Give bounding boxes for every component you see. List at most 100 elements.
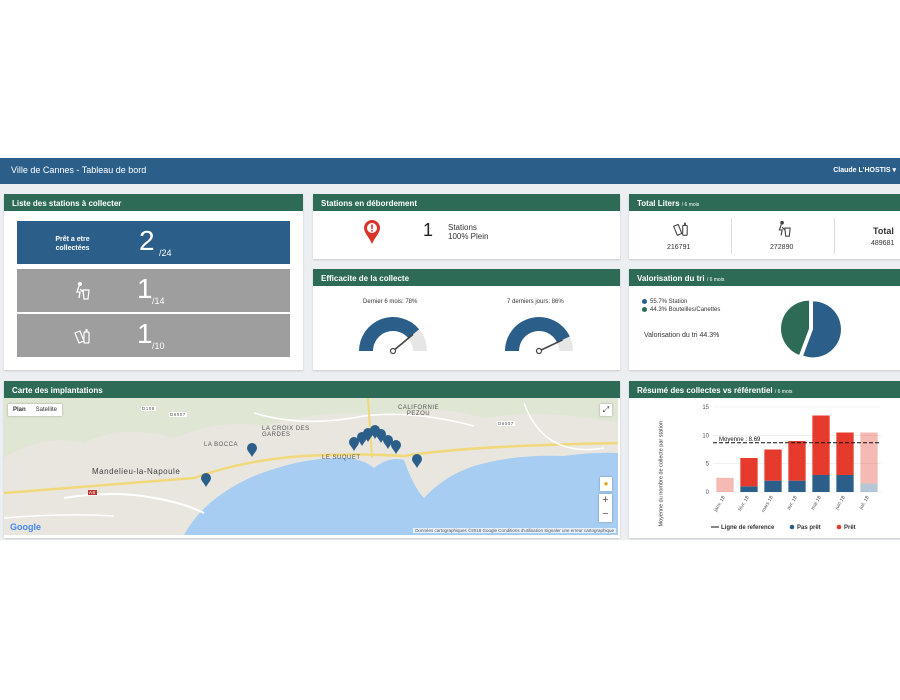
zoom-in-button[interactable]: + [602, 494, 609, 506]
reference-line-label: Moyenne : 8.69 [719, 437, 761, 443]
legend-dot [836, 524, 842, 530]
x-tick-label: janv. 18 [712, 495, 726, 514]
gauge-needle [538, 339, 563, 352]
zoom-control: + − [599, 494, 612, 522]
place-croix-des-gardes: LA CROIX DES GARDES [262, 426, 310, 438]
map-marker-icon[interactable] [200, 472, 212, 488]
top-navbar: Ville de Cannes - Tableau de bord Claude… [0, 158, 900, 184]
x-tick-label: juil. 18 [858, 495, 871, 512]
alert-marker-icon [364, 220, 380, 244]
x-tick-label: mai 18 [810, 495, 823, 511]
legend-series[interactable]: Prêt [844, 525, 856, 531]
x-tick-label: juin 18 [834, 495, 847, 512]
total-label: Total [873, 226, 894, 236]
bottle-tile[interactable]: 1 /10 [17, 314, 290, 357]
overflow-panel: Stations en débordement 1 Stations 100% … [313, 194, 620, 259]
map-type-plan[interactable]: Plan [13, 407, 26, 413]
bar-segment[interactable] [812, 415, 830, 476]
trash-icon [76, 282, 90, 300]
user-menu[interactable]: Claude L'HOSTIS ▾ [833, 166, 896, 174]
gauge-7-days-label: 7 derniers jours: 86% [507, 299, 564, 305]
gauge-track [557, 336, 573, 351]
map-marker-icon[interactable] [246, 442, 258, 458]
bottles-icon [74, 329, 90, 344]
total-liters-title: Total Liters / 6 mois [629, 194, 900, 211]
road-d6007: D6007 [497, 421, 515, 426]
gauge-6-months [359, 317, 427, 355]
map-marker-icon[interactable] [390, 439, 402, 455]
bar-segment[interactable] [740, 486, 758, 492]
map[interactable]: Mandelieu-la-Napoule LA BOCCA LA CROIX D… [4, 398, 618, 535]
x-tick-label: avr. 18 [786, 495, 799, 511]
bar-segment[interactable] [836, 475, 854, 492]
map-panel-title: Carte des implantations [4, 381, 620, 398]
caret-down-icon: ▾ [892, 167, 896, 174]
ready-tile[interactable]: Prêt a etre collectées 2 /24 [17, 221, 290, 264]
google-logo: Google [10, 522, 41, 532]
bar-segment[interactable] [812, 475, 830, 492]
total-liters-value: 489681 [871, 240, 895, 247]
bottles-icon [672, 222, 688, 237]
bar-segment[interactable] [860, 432, 878, 484]
street-view-pegman[interactable]: ● [600, 477, 612, 491]
efficiency-panel: Efficacite de la collecte Dernier 6 mois… [313, 269, 620, 370]
place-le-suquet: LE SUQUET [322, 455, 361, 461]
legend-dot [642, 299, 647, 304]
map-type-satellite[interactable]: Satellite [35, 407, 58, 413]
trash-icon [778, 220, 791, 237]
gauge-fill [359, 317, 420, 351]
overflow-count: 1 [423, 220, 434, 240]
legend-station: 55.7% Station [642, 299, 687, 305]
zoom-out-button[interactable]: − [602, 508, 609, 520]
map-marker-icon[interactable] [369, 424, 381, 440]
map-marker-icon[interactable] [375, 428, 387, 444]
pie-slice[interactable] [803, 301, 841, 358]
gauge-pivot [389, 347, 397, 355]
ready-tile-label: Prêt a etre collectées [55, 236, 90, 252]
collections-bar-chart: 0 5 10 15 janv. 18 févr. 18 mars 18 avr. 18 mai … [702, 405, 881, 531]
waste-count: 1 [137, 273, 153, 304]
divider [834, 218, 835, 254]
waste-total: /14 [152, 296, 165, 306]
valorisation-pie [781, 300, 841, 358]
gauge-7-days [505, 317, 573, 355]
bottle-total: /10 [152, 341, 165, 351]
legend-series[interactable]: Pas prêt [797, 525, 821, 531]
overflow-panel-title: Stations en débordement [313, 194, 620, 211]
map-marker-icon[interactable] [382, 434, 394, 450]
gauge-pivot [535, 347, 543, 355]
place-la-bocca: LA BOCCA [204, 442, 239, 448]
dashboard: Ville de Cannes - Tableau de bord Claude… [0, 158, 900, 540]
y-tick-label: 0 [706, 490, 710, 496]
bar-segment[interactable] [836, 432, 854, 476]
gauge-needle [392, 333, 414, 352]
map-marker-icon[interactable] [411, 453, 423, 469]
pie-slice[interactable] [781, 300, 810, 355]
total-liters-panel: Total Liters / 6 mois 216791 272890 Tota… [629, 194, 900, 259]
bar-segment[interactable] [740, 458, 758, 487]
bar-segment[interactable] [716, 477, 734, 492]
bar-segment[interactable] [764, 480, 782, 492]
map-marker-icon[interactable] [348, 436, 360, 452]
legend-dot [789, 524, 795, 530]
bar-segment[interactable] [764, 449, 782, 481]
road-a8: A8 [88, 490, 97, 495]
ready-total: /24 [159, 248, 172, 258]
fullscreen-button[interactable]: ⤢ [600, 404, 612, 416]
overflow-label-full: 100% Plein [448, 232, 489, 241]
waste-tile[interactable]: 1 /14 [17, 269, 290, 312]
legend-bottles: 44.3% Bouteilles/Canettes [642, 307, 720, 313]
road-d6007: D6007 [169, 412, 187, 417]
bar-segment[interactable] [788, 480, 806, 492]
x-tick-label: févr. 18 [737, 495, 751, 512]
stations-panel: Liste des stations à collecter Prêt a et… [4, 194, 303, 370]
valorisation-title: Valorisation du tri / 6 mois [629, 269, 900, 286]
map-attribution[interactable]: Données cartographiques ©2018 Google Con… [413, 528, 616, 533]
legend-reference[interactable]: Ligne de reference [721, 525, 775, 531]
bar-segment[interactable] [788, 441, 806, 481]
bottles-liters: 216791 [667, 244, 691, 251]
bar-segment[interactable] [860, 483, 878, 493]
map-panel: Carte des implantations Mandelieu-la-Nap… [4, 381, 620, 538]
valorisation-note: Valorisation du tri 44.3% [644, 332, 720, 339]
efficiency-panel-title: Efficacite de la collecte [313, 269, 620, 286]
